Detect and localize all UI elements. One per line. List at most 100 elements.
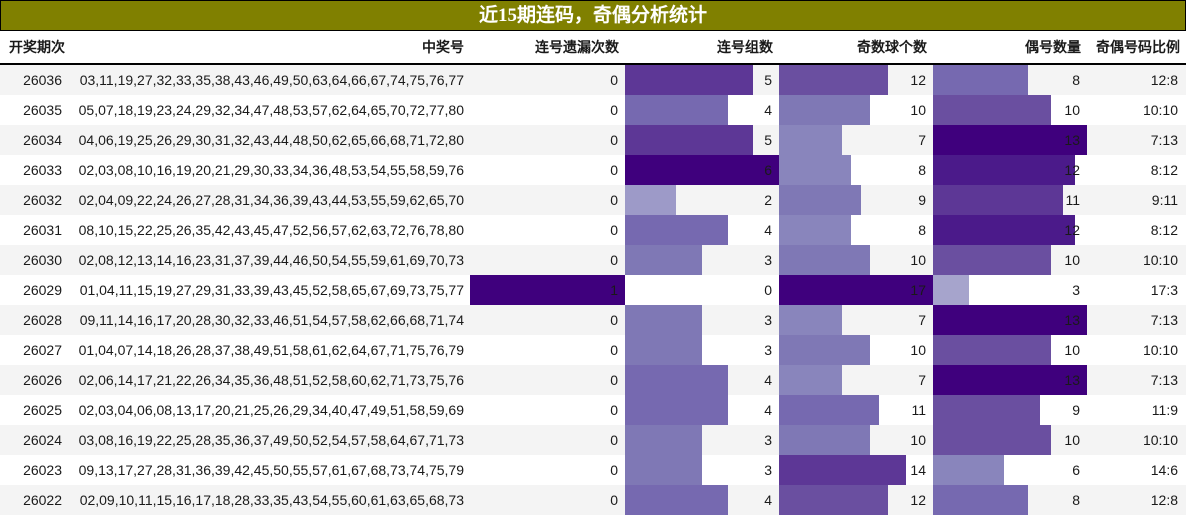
consec-miss-cell-value: 0 [610,462,618,478]
table-row[interactable]: 26025 02,03,04,06,08,13,17,20,21,25,26,29… [0,395,1186,425]
ratio-cell: 9:11 [1087,185,1186,215]
even-count-cell-value: 10 [1064,342,1080,358]
table-row[interactable]: 26027 01,04,07,14,18,26,28,37,38,49,51,58… [0,335,1186,365]
ratio-cell: 14:6 [1087,455,1186,485]
period-cell-value: 26022 [23,492,62,508]
odd-count-cell: 10 [779,245,933,275]
odd-count-cell-value: 8 [918,162,926,178]
ratio-cell: 8:12 [1087,215,1186,245]
consec-groups-cell-value: 3 [764,432,772,448]
ratio-cell: 10:10 [1087,245,1186,275]
consec-groups-cell-value: 4 [764,492,772,508]
table-row[interactable]: 26030 02,08,12,13,14,16,23,31,37,39,44,46… [0,245,1186,275]
data-bar [779,215,851,245]
consec-miss-cell-value: 0 [610,132,618,148]
winning-numbers-cell-value: 09,11,14,16,17,20,28,30,32,33,46,51,54,5… [79,312,464,328]
even-count-cell: 12 [933,155,1087,185]
ratio-cell-value: 10:10 [1142,252,1178,268]
consec-groups-cell-value: 4 [764,402,772,418]
odd-count-cell: 11 [779,395,933,425]
winning-numbers-cell-value: 03,11,19,27,32,33,35,38,43,46,49,50,63,6… [79,72,464,88]
consec-groups-cell-value: 2 [764,192,772,208]
consec-groups-cell-value: 4 [764,222,772,238]
odd-count-cell: 9 [779,185,933,215]
consec-groups-cell: 0 [625,275,779,305]
consec-miss-cell: 0 [470,95,625,125]
ratio-cell-value: 7:13 [1150,132,1178,148]
data-bar [625,215,728,245]
data-bar [625,245,702,275]
consec-groups-cell-value: 5 [764,72,772,88]
consec-groups-cell-value: 3 [764,252,772,268]
odd-count-cell-value: 10 [910,432,926,448]
data-bar [933,305,1087,335]
analysis-table: 开奖期次 中奖号 连号遗漏次数 连号组数 奇数球个数 偶号数量 奇偶号码比例 2… [0,31,1186,515]
table-row[interactable]: 26031 08,10,15,22,25,26,35,42,43,45,47,52… [0,215,1186,245]
data-bar [933,185,1063,215]
table-row[interactable]: 26034 04,06,19,25,26,29,30,31,32,43,44,48… [0,125,1186,155]
even-count-cell: 13 [933,305,1087,335]
period-cell-value: 26029 [23,282,62,298]
data-bar [625,395,728,425]
consec-miss-cell-value: 0 [610,222,618,238]
winning-numbers-cell: 02,03,08,10,16,19,20,21,29,30,33,34,36,4… [70,155,470,185]
data-bar [779,425,870,455]
table-row[interactable]: 26033 02,03,08,10,16,19,20,21,29,30,33,34… [0,155,1186,185]
even-count-cell-value: 11 [1065,192,1080,208]
header-ratio[interactable]: 奇偶号码比例 [1087,31,1186,65]
period-cell: 26033 [0,155,70,185]
winning-numbers-cell: 02,03,04,06,08,13,17,20,21,25,26,29,34,4… [70,395,470,425]
period-cell: 26024 [0,425,70,455]
data-bar [933,485,1028,515]
even-count-cell-value: 3 [1072,282,1080,298]
period-cell-value: 26025 [23,402,62,418]
table-row[interactable]: 26032 02,04,09,22,24,26,27,28,31,34,36,39… [0,185,1186,215]
even-count-cell-value: 12 [1064,162,1080,178]
ratio-cell: 7:13 [1087,125,1186,155]
ratio-cell-value: 10:10 [1142,342,1178,358]
odd-count-cell-value: 7 [918,132,926,148]
winning-numbers-cell-value: 02,04,09,22,24,26,27,28,31,34,36,39,43,4… [78,192,464,208]
even-count-cell-value: 9 [1072,402,1080,418]
consec-miss-cell-value: 0 [610,252,618,268]
table-row[interactable]: 26036 03,11,19,27,32,33,35,38,43,46,49,50… [0,64,1186,95]
header-odd-count[interactable]: 奇数球个数 [779,31,933,65]
consec-groups-cell: 3 [625,455,779,485]
period-cell: 26031 [0,215,70,245]
consec-groups-cell-value: 6 [764,162,772,178]
data-bar [779,275,933,305]
header-period[interactable]: 开奖期次 [0,31,70,65]
table-row[interactable]: 26028 09,11,14,16,17,20,28,30,32,33,46,51… [0,305,1186,335]
consec-miss-cell: 0 [470,395,625,425]
table-row[interactable]: 26024 03,08,16,19,22,25,28,35,36,37,49,50… [0,425,1186,455]
winning-numbers-cell: 02,04,09,22,24,26,27,28,31,34,36,39,43,4… [70,185,470,215]
consec-groups-cell: 4 [625,215,779,245]
table-row[interactable]: 26023 09,13,17,27,28,31,36,39,42,45,50,55… [0,455,1186,485]
consec-miss-cell-value: 0 [610,192,618,208]
even-count-cell: 10 [933,425,1087,455]
odd-count-cell-value: 10 [910,252,926,268]
period-cell-value: 26026 [23,372,62,388]
ratio-cell: 10:10 [1087,425,1186,455]
table-row[interactable]: 26026 02,06,14,17,21,22,26,34,35,36,48,51… [0,365,1186,395]
consec-miss-cell-value: 0 [610,402,618,418]
table-row[interactable]: 26029 01,04,11,15,19,27,29,31,33,39,43,45… [0,275,1186,305]
consec-groups-cell: 3 [625,245,779,275]
header-consec-miss[interactable]: 连号遗漏次数 [470,31,625,65]
odd-count-cell: 10 [779,425,933,455]
data-bar [470,275,625,305]
header-numbers[interactable]: 中奖号 [70,31,470,65]
ratio-cell: 12:8 [1087,64,1186,95]
odd-count-cell: 10 [779,95,933,125]
header-consec-groups[interactable]: 连号组数 [625,31,779,65]
odd-count-cell-value: 9 [918,192,926,208]
table-row[interactable]: 26022 02,09,10,11,15,16,17,18,28,33,35,43… [0,485,1186,515]
consec-miss-cell: 0 [470,455,625,485]
data-bar [933,155,1075,185]
table-row[interactable]: 26035 05,07,18,19,23,24,29,32,34,47,48,53… [0,95,1186,125]
even-count-cell-value: 13 [1064,372,1080,388]
header-even-count[interactable]: 偶号数量 [933,31,1087,65]
even-count-cell-value: 8 [1072,72,1080,88]
even-count-cell: 3 [933,275,1087,305]
data-bar [625,185,676,215]
